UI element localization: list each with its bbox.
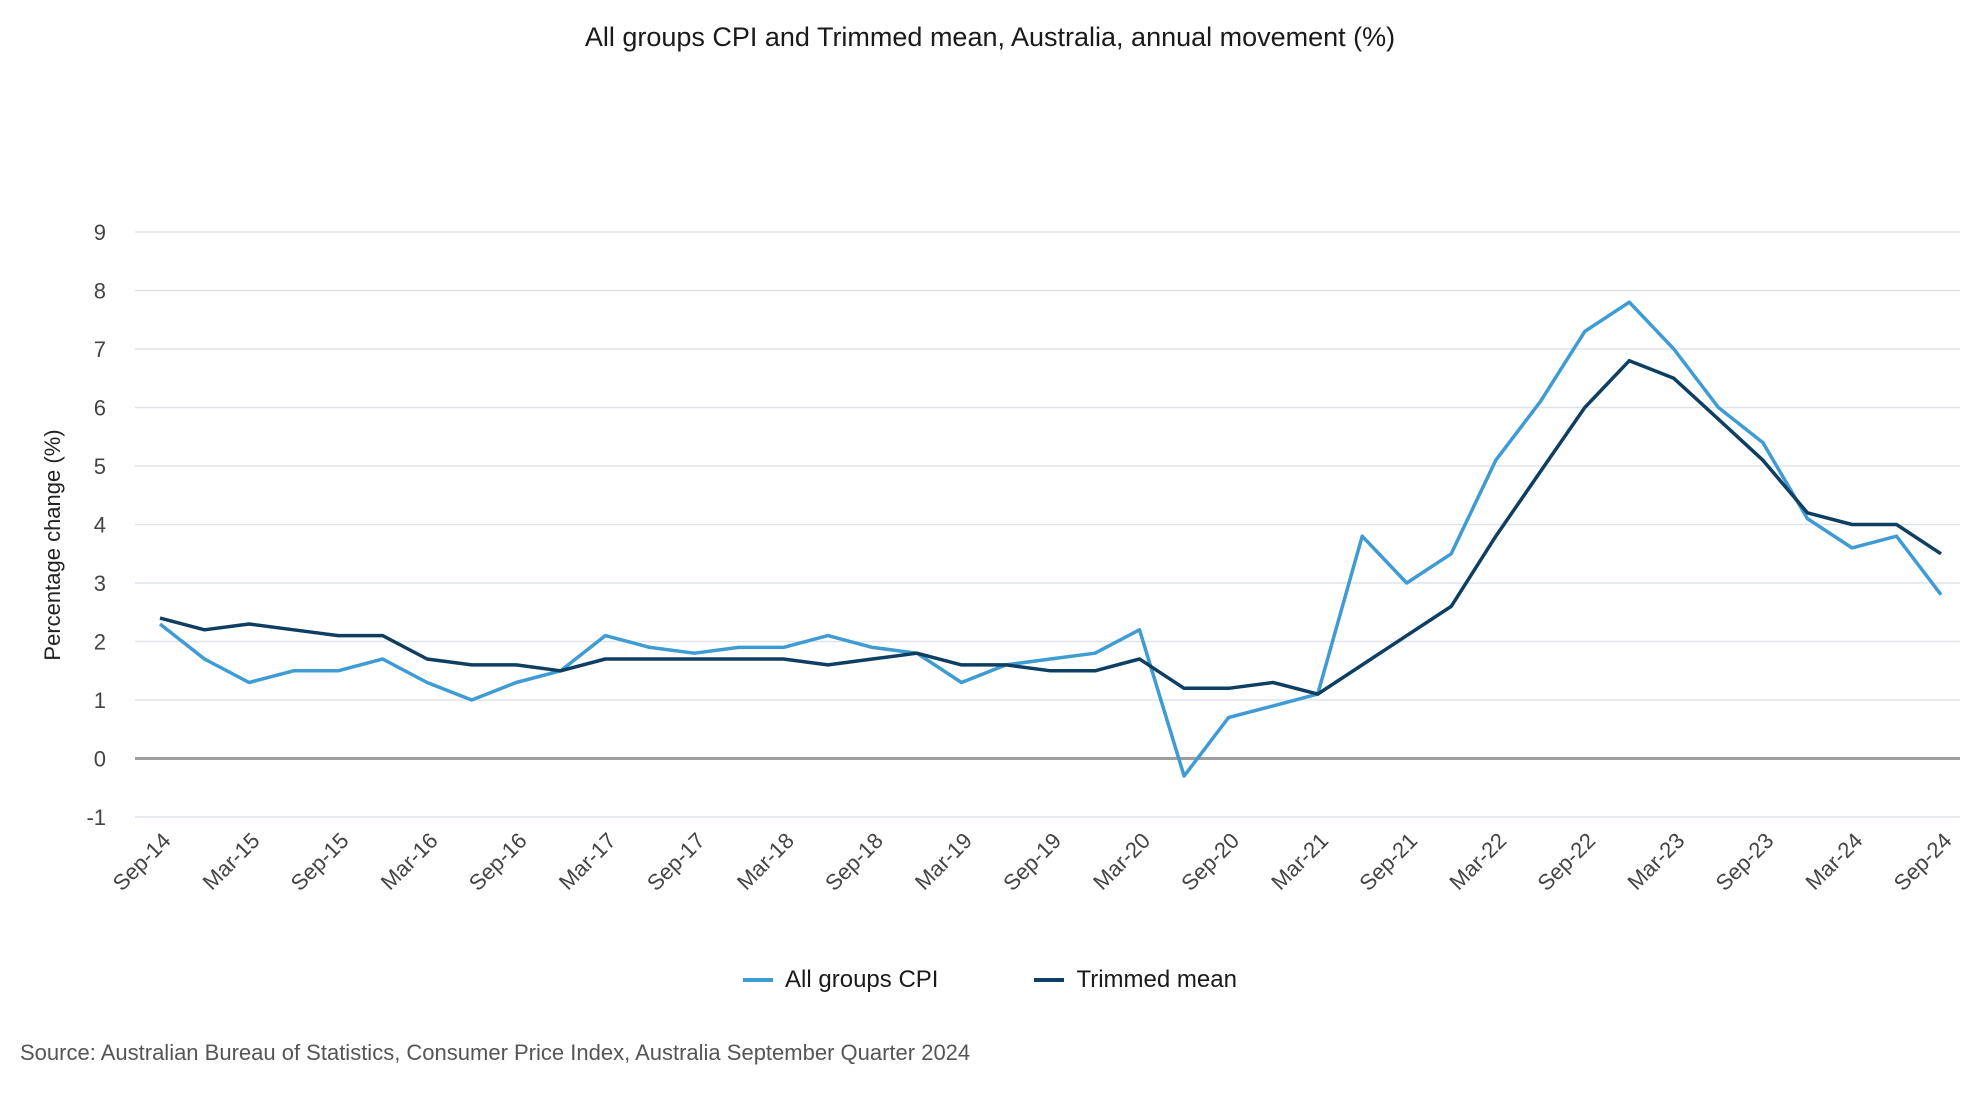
x-tick-label: Sep-24 <box>1889 828 1957 896</box>
x-tick-label: Mar-24 <box>1801 828 1868 895</box>
x-tick-label: Mar-18 <box>732 828 799 895</box>
legend-swatch-cpi <box>743 978 774 982</box>
x-tick-label: Sep-17 <box>642 828 710 896</box>
x-tick-label: Mar-16 <box>376 828 443 895</box>
x-tick-label: Sep-15 <box>286 828 354 896</box>
legend: All groups CPI Trimmed mean <box>0 966 1980 994</box>
y-tick-label: 8 <box>94 279 106 304</box>
x-tick-label: Mar-23 <box>1622 828 1689 895</box>
x-tick-label: Mar-19 <box>910 828 977 895</box>
x-tick-label: Sep-22 <box>1532 828 1600 896</box>
x-tick-label: Sep-14 <box>108 828 176 896</box>
series-line-cpi <box>158 300 1943 778</box>
x-tick-label: Mar-21 <box>1266 828 1333 895</box>
x-tick-label: Sep-21 <box>1354 828 1422 896</box>
legend-swatch-trimmed-mean <box>1034 978 1065 982</box>
x-tick-label: Sep-20 <box>1176 828 1244 896</box>
y-tick-label: 5 <box>94 454 106 479</box>
chart-title: All groups CPI and Trimmed mean, Austral… <box>584 22 1396 52</box>
x-axis-ticks: Sep-14 Mar-15 Sep-15 Mar-16 Sep-16 Mar-17 Sep-… <box>108 828 1957 896</box>
y-axis-ticks: -1 0 1 2 3 4 5 6 7 8 9 <box>86 220 106 830</box>
x-tick-label: Mar-20 <box>1088 828 1155 895</box>
y-tick-label: 3 <box>94 571 106 596</box>
y-tick-label: 0 <box>94 747 106 772</box>
legend-item-cpi: All groups CPI <box>743 966 938 994</box>
x-tick-label: Sep-19 <box>998 828 1066 896</box>
y-tick-label: 9 <box>94 220 106 245</box>
y-axis-label: Percentage change (%) <box>40 429 65 660</box>
y-tick-label: 7 <box>94 337 106 362</box>
x-tick-label: Sep-18 <box>820 828 888 896</box>
x-tick-label: Sep-23 <box>1711 828 1779 896</box>
y-tick-label: 6 <box>94 396 106 421</box>
x-tick-label: Mar-15 <box>198 828 265 895</box>
legend-label-cpi: All groups CPI <box>785 966 939 993</box>
y-tick-label: 2 <box>94 630 106 655</box>
source-note: Source: Australian Bureau of Statistics,… <box>20 1040 971 1065</box>
x-tick-label: Mar-22 <box>1444 828 1511 895</box>
series-lines <box>158 300 1943 778</box>
x-tick-label: Sep-16 <box>464 828 532 896</box>
gridlines <box>135 231 1960 818</box>
legend-item-trimmed-mean: Trimmed mean <box>1034 966 1237 994</box>
y-tick-label: 1 <box>94 688 106 713</box>
y-tick-label: -1 <box>86 805 106 830</box>
y-tick-label: 4 <box>94 513 106 538</box>
series-line-trimmed-mean <box>159 358 1942 696</box>
x-tick-label: Mar-17 <box>554 828 621 895</box>
legend-label-trimmed-mean: Trimmed mean <box>1076 966 1237 993</box>
